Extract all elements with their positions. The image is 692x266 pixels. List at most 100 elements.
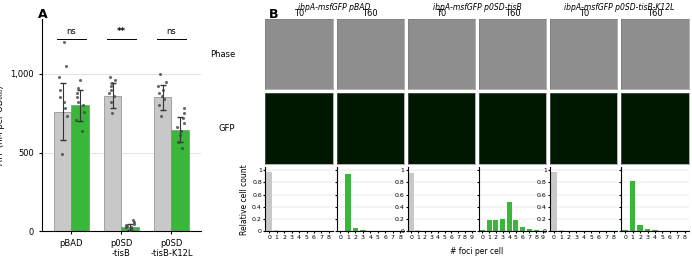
Point	[172, 125, 183, 130]
Title: T60: T60	[363, 9, 378, 18]
Point	[127, 218, 138, 223]
Bar	[645, 229, 650, 231]
Bar	[345, 174, 351, 231]
Point	[79, 110, 90, 114]
Text: B: B	[268, 8, 278, 21]
Text: ns: ns	[66, 27, 76, 36]
Point	[161, 80, 172, 84]
Bar	[121, 227, 139, 231]
Point	[78, 103, 89, 107]
Bar	[652, 230, 658, 231]
Point	[104, 75, 116, 79]
Bar	[520, 227, 525, 231]
Bar	[630, 181, 635, 231]
Bar	[154, 97, 172, 231]
Point	[122, 224, 133, 228]
Point	[105, 100, 116, 104]
Bar	[54, 112, 71, 231]
Y-axis label: Relative cell count: Relative cell count	[240, 164, 249, 235]
Text: ns: ns	[167, 27, 176, 36]
Bar	[360, 230, 365, 231]
Point	[120, 223, 131, 227]
Bar	[513, 221, 518, 231]
Point	[120, 225, 131, 230]
Bar	[486, 221, 491, 231]
Point	[75, 78, 86, 82]
Point	[177, 116, 188, 120]
Bar	[266, 172, 272, 231]
Bar	[415, 230, 421, 231]
Point	[129, 220, 140, 224]
Title: T60: T60	[504, 9, 520, 18]
Point	[53, 75, 64, 79]
Point	[60, 106, 71, 111]
Point	[72, 91, 83, 95]
Bar	[637, 225, 643, 231]
Bar	[622, 230, 628, 231]
Bar	[352, 228, 358, 231]
Bar	[558, 230, 564, 231]
Point	[107, 111, 118, 115]
Bar	[71, 105, 89, 231]
Point	[58, 100, 69, 104]
Bar	[493, 221, 498, 231]
Title: T0: T0	[294, 9, 304, 18]
Bar	[534, 230, 538, 231]
Point	[54, 88, 65, 92]
Point	[107, 81, 118, 85]
Bar	[527, 229, 532, 231]
Text: ibpA-msfGFP p0SD-tisB: ibpA-msfGFP p0SD-tisB	[432, 3, 521, 12]
Y-axis label: GFP: GFP	[219, 124, 235, 133]
Point	[176, 146, 187, 150]
Bar	[172, 130, 189, 231]
Point	[62, 114, 73, 118]
Title: T60: T60	[647, 9, 663, 18]
Point	[73, 86, 84, 90]
Point	[71, 117, 82, 122]
Point	[72, 95, 83, 99]
Bar	[409, 173, 414, 231]
Text: ibpA-msfGFP p0SD-tisB-K12L: ibpA-msfGFP p0SD-tisB-K12L	[564, 3, 675, 12]
Text: **: **	[117, 27, 126, 36]
Point	[56, 152, 67, 156]
Point	[175, 133, 186, 138]
Bar	[507, 202, 512, 231]
Title: T0: T0	[579, 9, 589, 18]
Point	[158, 97, 170, 101]
Point	[125, 228, 136, 232]
Point	[173, 139, 184, 144]
Point	[77, 128, 88, 133]
Bar	[551, 172, 557, 231]
Point	[154, 91, 165, 95]
Point	[157, 88, 168, 92]
Point	[54, 95, 65, 99]
Point	[106, 84, 117, 89]
Text: # foci per cell: # foci per cell	[450, 247, 504, 256]
Point	[154, 103, 165, 107]
Y-axis label: ATP (nM per OD₆₀₀): ATP (nM per OD₆₀₀)	[0, 85, 5, 165]
Point	[156, 94, 167, 98]
Point	[108, 94, 119, 98]
Point	[60, 64, 71, 68]
Point	[179, 111, 190, 115]
Bar	[274, 230, 280, 231]
Title: T0: T0	[436, 9, 446, 18]
Bar	[480, 230, 485, 231]
Point	[105, 88, 116, 92]
Bar	[104, 96, 121, 231]
Point	[178, 106, 189, 111]
Point	[175, 128, 186, 133]
Point	[110, 78, 121, 82]
Y-axis label: Phase: Phase	[210, 49, 235, 59]
Point	[104, 91, 115, 95]
Point	[72, 100, 83, 104]
Point	[155, 114, 166, 118]
Bar	[500, 219, 505, 231]
Point	[153, 84, 164, 89]
Point	[129, 221, 140, 226]
Point	[179, 120, 190, 125]
Text: A: A	[38, 8, 48, 21]
Text: ibpA-msfGFP pBAD: ibpA-msfGFP pBAD	[298, 3, 371, 12]
Point	[125, 226, 136, 230]
Point	[126, 225, 137, 229]
